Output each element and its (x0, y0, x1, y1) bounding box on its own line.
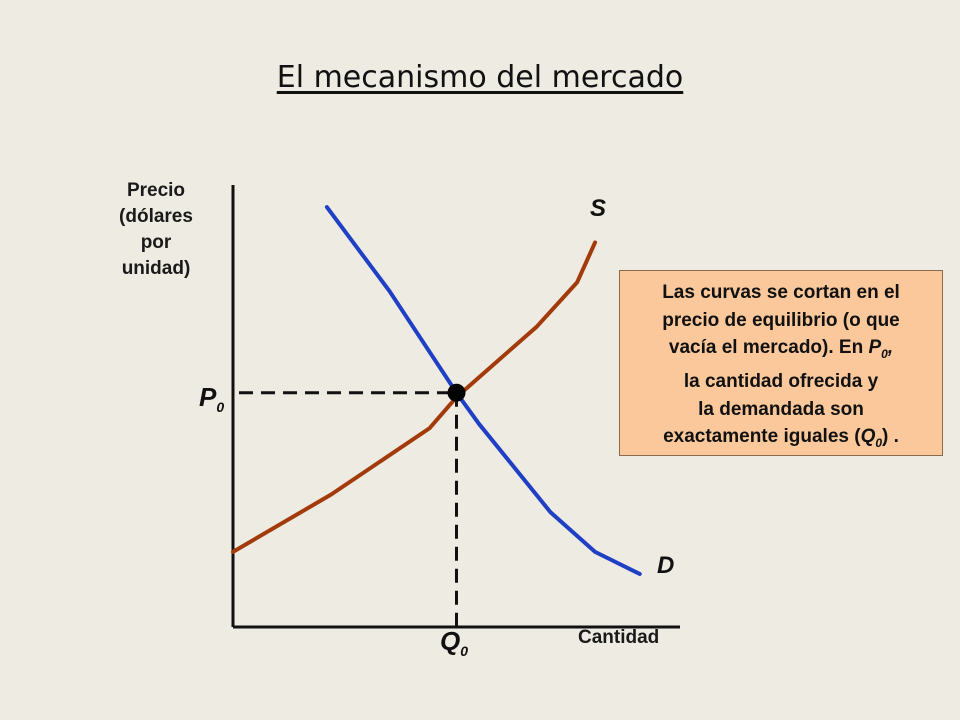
equilibrium-price-label: P0 (199, 382, 225, 416)
supply-curve (231, 240, 598, 554)
y-axis-label: Precio (dólares por unidad) (119, 180, 193, 279)
annotation-line-2: precio de equilibrio (o que (662, 309, 900, 331)
annotation-box: Las curvas se cortan en el precio de equ… (619, 270, 943, 456)
demand-curve (324, 205, 642, 576)
x-axis-label: Cantidad (578, 627, 660, 648)
equilibrium-quantity-label: Q0 (440, 626, 469, 660)
annotation-line-1: Las curvas se cortan en el (662, 282, 900, 303)
chart-title: El mecanismo del mercado (0, 60, 960, 95)
annotation-line-6: exactamente iguales (Q0) . (663, 426, 899, 451)
chart-title-text: El mecanismo del mercado (276, 60, 684, 95)
demand-curve-label: D (657, 552, 675, 579)
equilibrium-point (447, 383, 466, 402)
annotation-line-3: vacía el mercado). En P0, (668, 337, 894, 361)
annotation-line-5: la demandada son (698, 398, 864, 420)
annotation-line-4: la cantidad ofrecida y (683, 371, 879, 393)
supply-curve-label: S (590, 195, 607, 222)
